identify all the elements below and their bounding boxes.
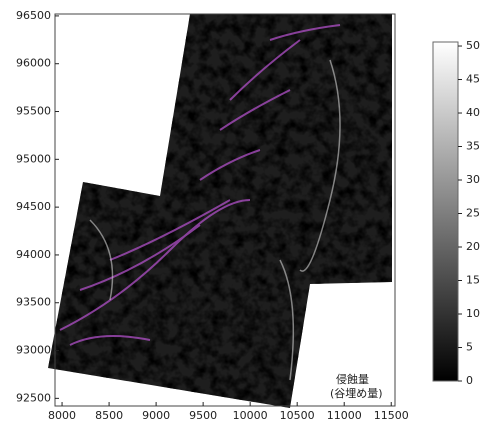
x-tick-label: 9000 bbox=[142, 409, 170, 422]
y-tick-label: 96000 bbox=[16, 57, 51, 70]
y-tick-label: 94000 bbox=[16, 248, 51, 261]
x-tick-label: 10000 bbox=[233, 409, 268, 422]
y-tick-label: 93000 bbox=[16, 344, 51, 357]
y-tick-label: 92500 bbox=[16, 391, 51, 404]
y-tick-label: 96500 bbox=[16, 9, 51, 22]
colorbar-tick-label: 0 bbox=[466, 374, 473, 387]
colorbar-tick-label: 25 bbox=[466, 207, 480, 220]
y-tick-label: 93500 bbox=[16, 296, 51, 309]
annotation: 侵蝕量 bbox=[336, 372, 369, 386]
colorbar-tick-label: 5 bbox=[466, 341, 473, 354]
colorbar-tick-label: 45 bbox=[466, 73, 480, 86]
y-tick-label: 94500 bbox=[16, 200, 51, 213]
colorbar-tick-label: 35 bbox=[466, 140, 480, 153]
annotation: (谷埋め量) bbox=[330, 387, 383, 400]
colorbar-tick-label: 15 bbox=[466, 274, 480, 287]
colorbar-tick-label: 30 bbox=[466, 173, 480, 186]
y-tick-label: 95500 bbox=[16, 105, 51, 118]
colorbar-tick-label: 40 bbox=[466, 106, 480, 119]
x-tick-label: 9500 bbox=[189, 409, 217, 422]
x-tick-label: 11000 bbox=[327, 409, 362, 422]
colorbar-tick-label: 20 bbox=[466, 240, 480, 253]
y-tick-label: 95000 bbox=[16, 152, 51, 165]
colorbar bbox=[433, 42, 458, 381]
x-tick-label: 8000 bbox=[48, 409, 76, 422]
x-tick-label: 10500 bbox=[280, 409, 315, 422]
raster bbox=[40, 10, 400, 410]
colorbar-tick-label: 10 bbox=[466, 307, 480, 320]
colorbar-tick-label: 50 bbox=[466, 39, 480, 52]
x-tick-label: 11500 bbox=[374, 409, 409, 422]
map-figure: 侵蝕量 (谷埋め量) 80008500900095001000010500110… bbox=[0, 0, 483, 431]
x-tick-label: 8500 bbox=[95, 409, 123, 422]
